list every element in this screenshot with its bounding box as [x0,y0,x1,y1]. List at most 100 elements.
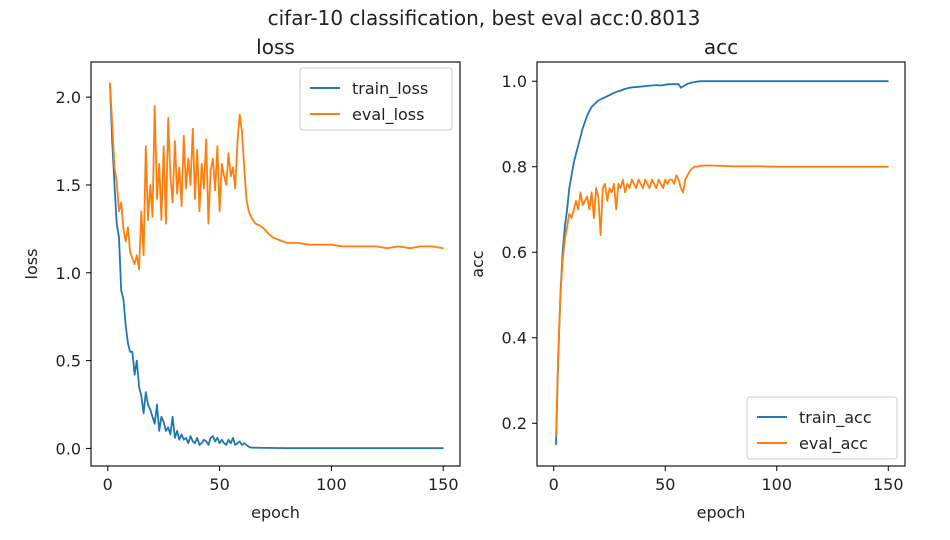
data-point [386,247,388,249]
data-point [633,86,635,88]
data-point [597,196,599,198]
data-point [611,93,613,95]
data-point [214,189,216,191]
data-point [147,403,149,406]
data-point [631,179,633,181]
data-point [375,447,377,449]
data-point [227,152,230,154]
chart-panel-acc: acc 0 50 100 150 0.2 0.4 0.6 0.8 1.0 epoch acc train… [468,35,906,522]
data-point [637,86,640,88]
data-point [250,447,252,449]
data-point [568,187,570,189]
data-point [216,437,218,439]
data-point [635,187,637,189]
data-point [364,245,366,247]
data-point [172,416,174,418]
data-point [651,84,653,87]
data-point [223,442,225,444]
legend-label-train_acc: train_acc [799,408,872,428]
data-point [620,187,622,189]
data-point [207,444,209,446]
data-point [158,430,160,432]
y-axis-label: loss [22,249,41,280]
data-point [118,237,120,239]
data-point [595,102,597,104]
data-point [330,244,332,246]
data-point [230,442,232,444]
data-point [624,191,626,193]
x-tick-label: 150 [873,475,904,494]
plot-frame [90,61,461,467]
data-point [196,437,198,439]
legend: train_loss eval_loss [299,67,453,131]
data-point [571,217,573,219]
data-point [582,204,584,206]
data-point [671,179,673,181]
data-point [196,149,198,151]
data-point [122,228,124,230]
data-point [684,179,686,181]
data-point [664,84,666,86]
y-tick-label: 0.4 [502,329,527,348]
data-point [865,166,867,168]
data-point [183,439,185,441]
y-tick-label: 1.0 [56,264,81,283]
data-point [136,360,138,362]
data-point [136,254,138,256]
data-point [353,245,355,247]
series-points-train_loss [109,84,444,449]
x-tick-label: 100 [761,475,792,494]
data-point [689,170,691,172]
data-point [691,168,693,170]
data-point [342,245,344,247]
data-point [169,175,171,177]
data-point [588,110,591,112]
data-point [658,179,660,181]
data-point [160,219,162,221]
data-point [143,412,145,414]
x-axis-label: epoch [697,503,746,522]
data-point [602,97,604,99]
data-point [234,187,236,190]
data-point [263,447,265,449]
data-point [409,247,411,249]
data-point [566,226,568,228]
data-point [230,175,232,177]
legend-label-eval_acc: eval_acc [799,434,868,454]
data-point [622,179,624,181]
data-point [127,226,129,228]
data-point [637,179,640,181]
data-point [113,184,116,186]
data-point [442,447,444,449]
data-point [232,166,234,168]
data-point [420,245,422,247]
data-point [145,145,147,147]
data-point [185,437,187,439]
data-point [660,183,662,185]
data-point [698,165,700,167]
data-point [254,223,256,225]
data-point [138,268,140,270]
data-point [431,245,433,247]
data-point [693,166,695,168]
y-tick-label: 0.8 [502,158,527,177]
data-point [192,440,194,442]
data-point [640,183,642,185]
data-point [753,165,756,167]
data-point [600,234,602,236]
data-point [281,240,283,242]
data-point [629,187,631,189]
y-tick-label: 0.5 [56,352,81,371]
data-point [579,191,582,193]
series-points-eval_loss [109,82,444,270]
data-point [212,158,214,160]
data-point [615,91,617,93]
data-point [181,433,183,435]
data-point [286,447,288,449]
data-point [245,198,247,200]
data-point [680,187,682,189]
data-point [203,187,205,190]
data-point [174,140,176,142]
data-point [198,444,201,446]
data-point [263,228,265,230]
